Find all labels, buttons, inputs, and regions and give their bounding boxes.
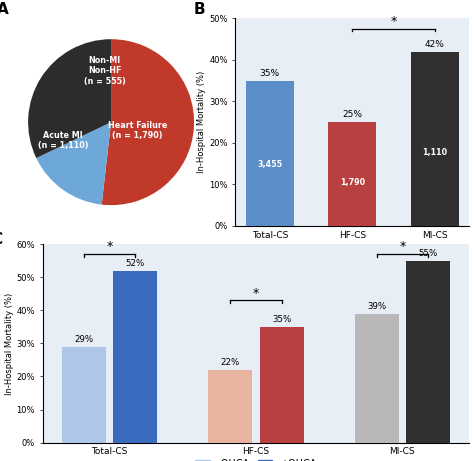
Y-axis label: In-Hospital Mortality (%): In-Hospital Mortality (%) (197, 71, 206, 173)
Text: *: * (107, 240, 113, 253)
Text: 1,110: 1,110 (422, 148, 447, 157)
Text: 55%: 55% (418, 249, 438, 258)
Text: A: A (0, 2, 9, 17)
Text: 1,790: 1,790 (340, 178, 365, 187)
Bar (411, 52, 459, 226)
Legend: -OHCA, +OHCA: -OHCA, +OHCA (191, 455, 320, 461)
Text: 3,455: 3,455 (257, 160, 283, 169)
Text: *: * (253, 286, 259, 300)
Text: Non-MI
Non-HF
(n = 555): Non-MI Non-HF (n = 555) (83, 56, 126, 86)
Text: 25%: 25% (342, 110, 362, 119)
Text: 35%: 35% (260, 69, 280, 78)
Text: 39%: 39% (367, 302, 386, 311)
Text: 35%: 35% (272, 315, 291, 324)
Text: 22%: 22% (221, 358, 240, 367)
Bar (260, 327, 303, 443)
Bar (209, 370, 252, 443)
Text: Acute MI
(n = 1,110): Acute MI (n = 1,110) (38, 131, 88, 150)
Text: C: C (0, 232, 2, 248)
Text: 29%: 29% (74, 335, 93, 344)
Bar (406, 261, 450, 443)
Text: 42%: 42% (425, 40, 445, 49)
Wedge shape (102, 39, 194, 205)
Text: *: * (399, 240, 405, 253)
Y-axis label: In-Hospital Mortality (%): In-Hospital Mortality (%) (5, 292, 14, 395)
Bar (62, 347, 106, 443)
Text: B: B (193, 2, 205, 17)
Wedge shape (36, 122, 111, 205)
Text: 52%: 52% (126, 259, 145, 268)
Wedge shape (28, 39, 111, 158)
Text: Heart Failure
(n = 1,790): Heart Failure (n = 1,790) (108, 121, 167, 140)
Text: *: * (391, 15, 397, 28)
Bar (113, 271, 157, 443)
Bar (355, 314, 399, 443)
Bar (246, 81, 294, 226)
Bar (328, 122, 376, 226)
